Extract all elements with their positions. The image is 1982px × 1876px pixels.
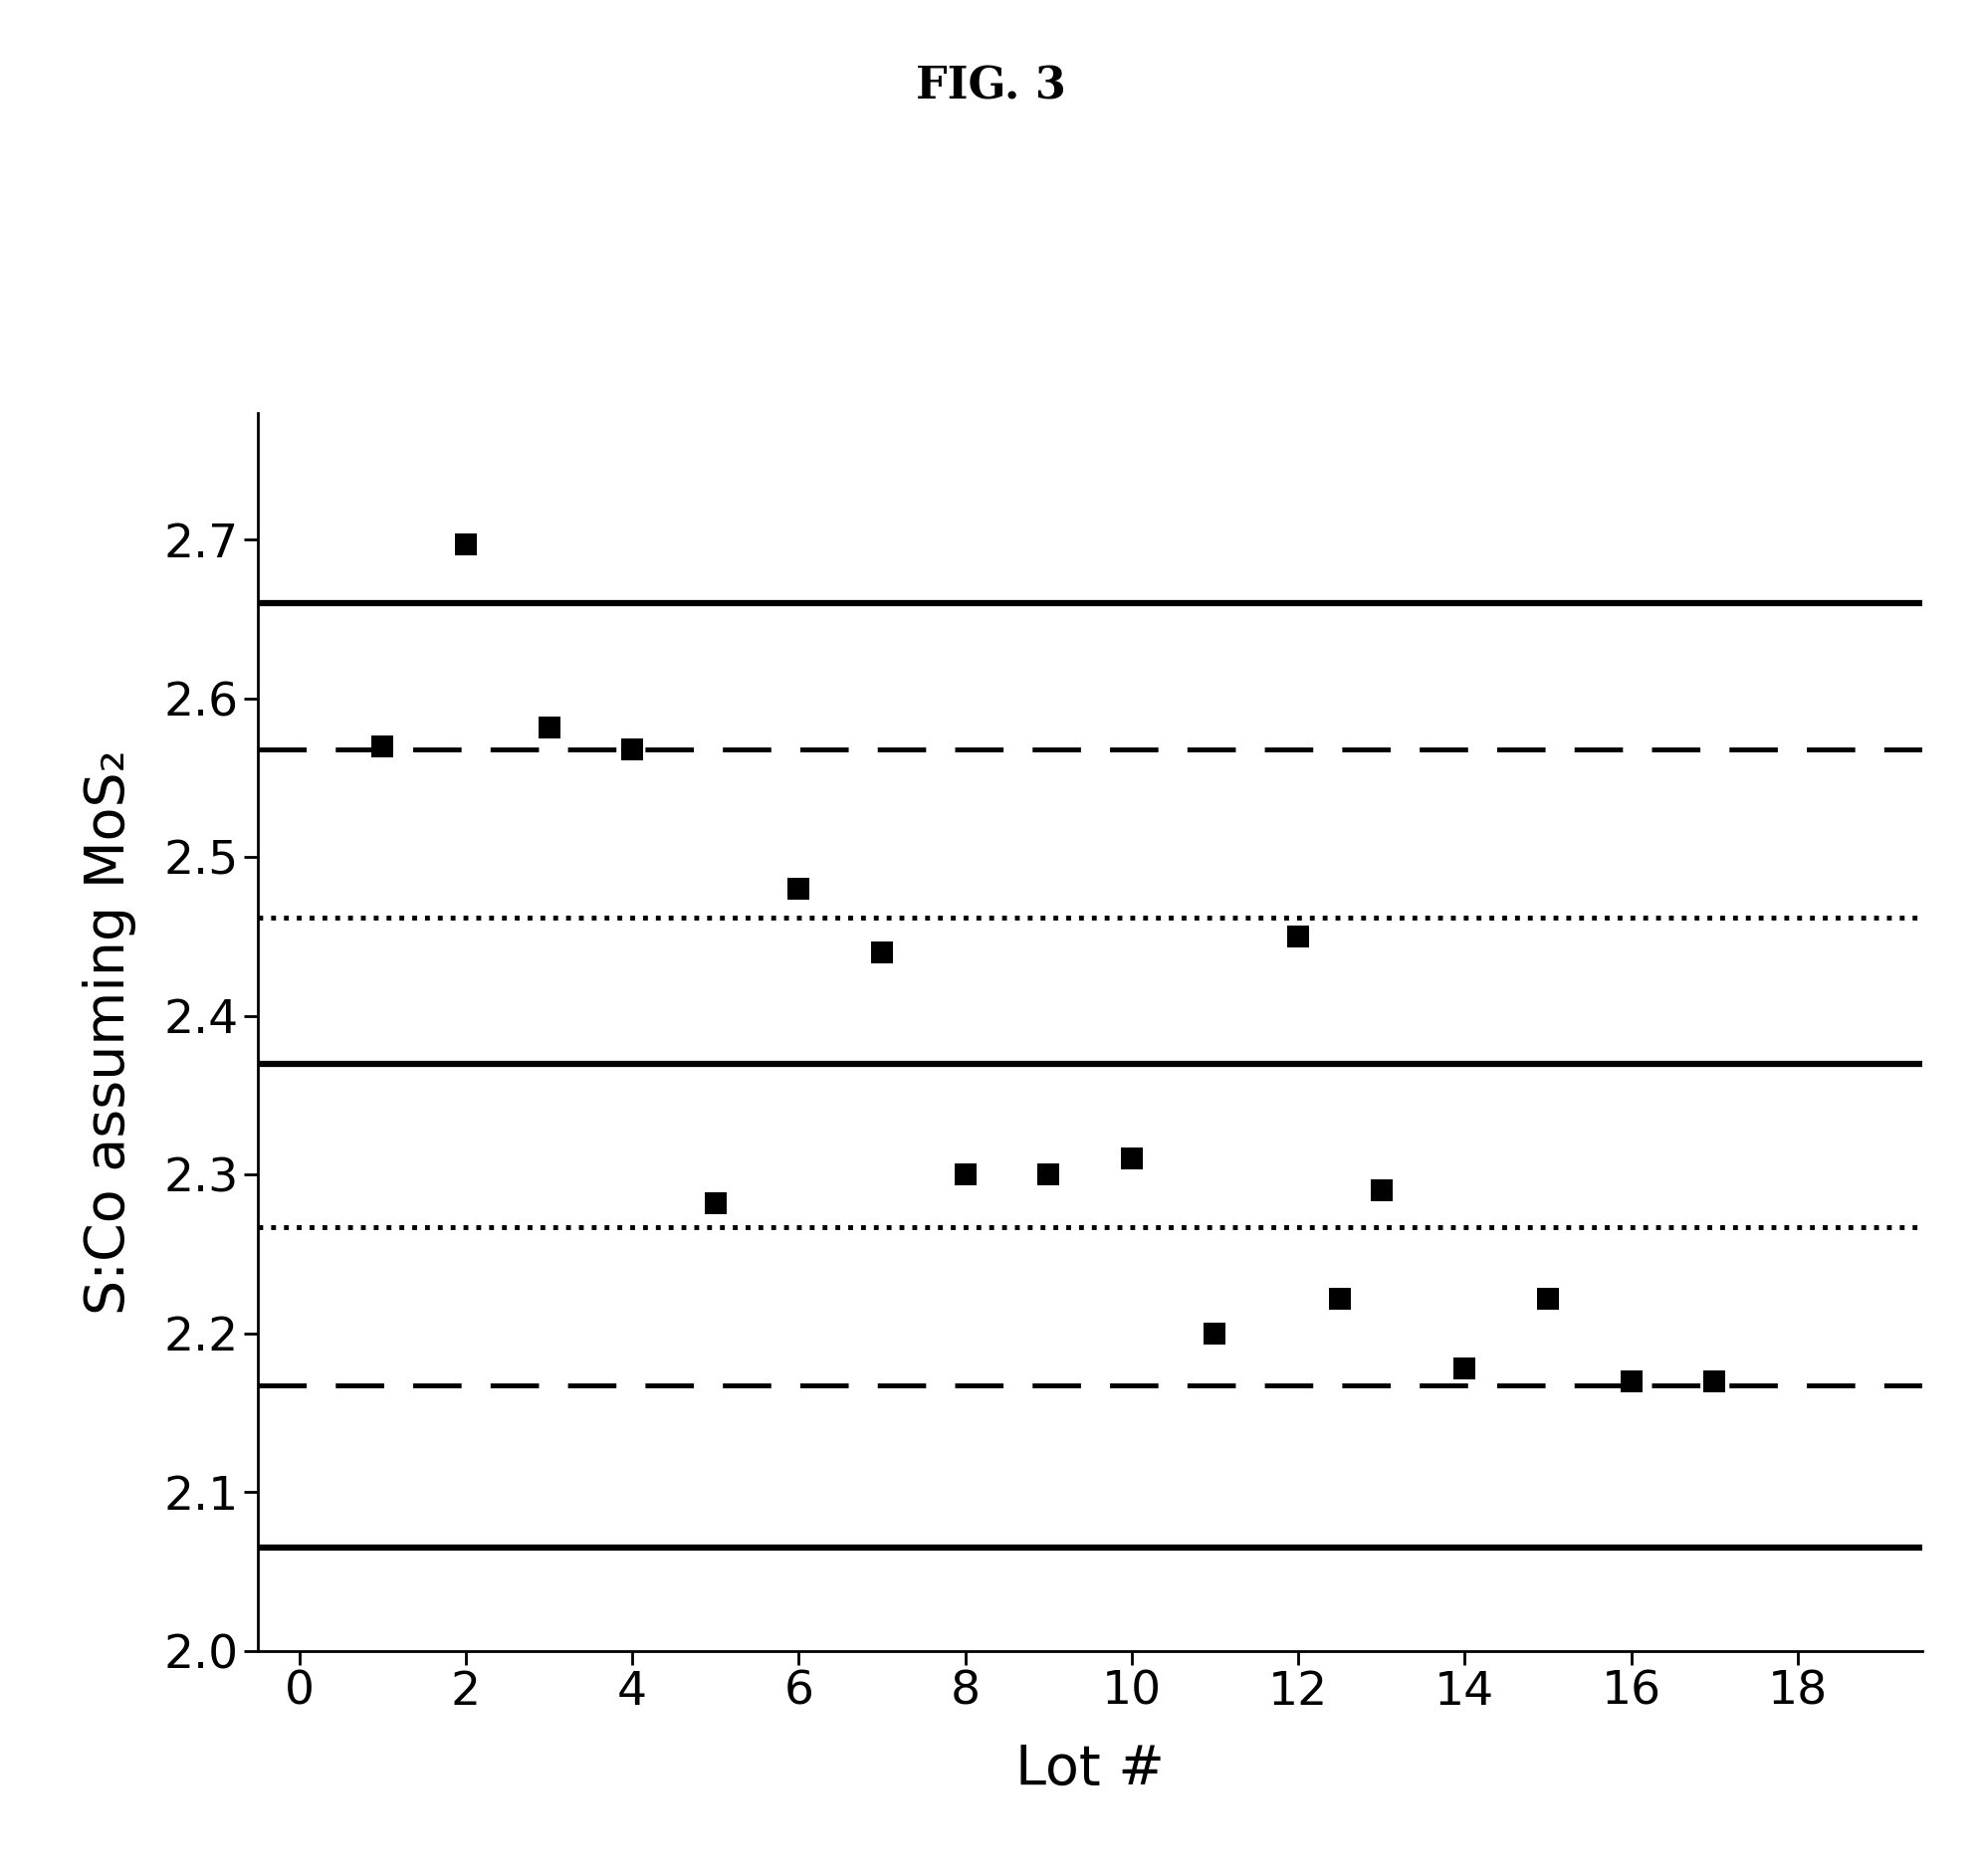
Text: FIG. 3: FIG. 3 [916,66,1066,109]
Y-axis label: S:Co assuming MoS₂: S:Co assuming MoS₂ [83,749,137,1315]
X-axis label: Lot #: Lot # [1015,1743,1165,1795]
